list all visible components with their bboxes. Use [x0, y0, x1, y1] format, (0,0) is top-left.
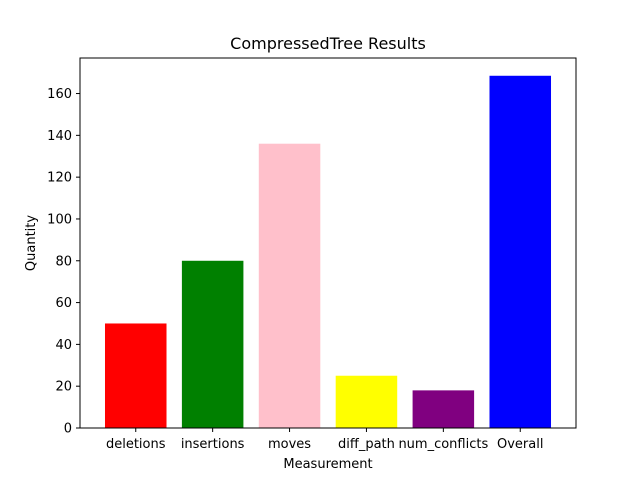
y-tick-label: 140	[47, 129, 72, 144]
bar-insertions	[181, 260, 244, 428]
x-tick-label: deletions	[106, 437, 166, 452]
x-tick-label: num_conflicts	[398, 437, 488, 452]
y-tick-label: 120	[47, 171, 72, 186]
bar-deletions	[104, 323, 167, 428]
x-axis-label: Measurement	[283, 457, 372, 472]
y-tick-label: 80	[55, 254, 72, 269]
y-axis-ticks: 0 20 40 60 80 100 120 140 160	[47, 87, 80, 437]
chart-title: CompressedTree Results	[230, 34, 426, 53]
y-tick-label: 60	[55, 296, 72, 311]
x-tick-label: moves	[268, 437, 311, 452]
y-tick-label: 40	[55, 338, 72, 353]
plot-area-frame	[79, 57, 577, 429]
y-tick-label: 0	[64, 422, 72, 437]
bar-moves	[258, 143, 321, 428]
bar-num-conflicts	[412, 390, 475, 428]
x-axis-ticks: deletions insertions moves diff_path num_con…	[106, 428, 543, 452]
x-tick-label: Overall	[497, 437, 543, 452]
bar-overall	[489, 75, 552, 429]
x-tick-label: insertions	[181, 437, 245, 452]
y-tick-label: 160	[47, 87, 72, 102]
x-tick-label: diff_path	[338, 437, 395, 452]
y-tick-label: 20	[55, 380, 72, 395]
y-axis-label: Quantity	[24, 215, 39, 271]
bars-group	[104, 75, 552, 429]
y-tick-label: 100	[47, 212, 72, 227]
bar-diff-path	[335, 375, 398, 428]
